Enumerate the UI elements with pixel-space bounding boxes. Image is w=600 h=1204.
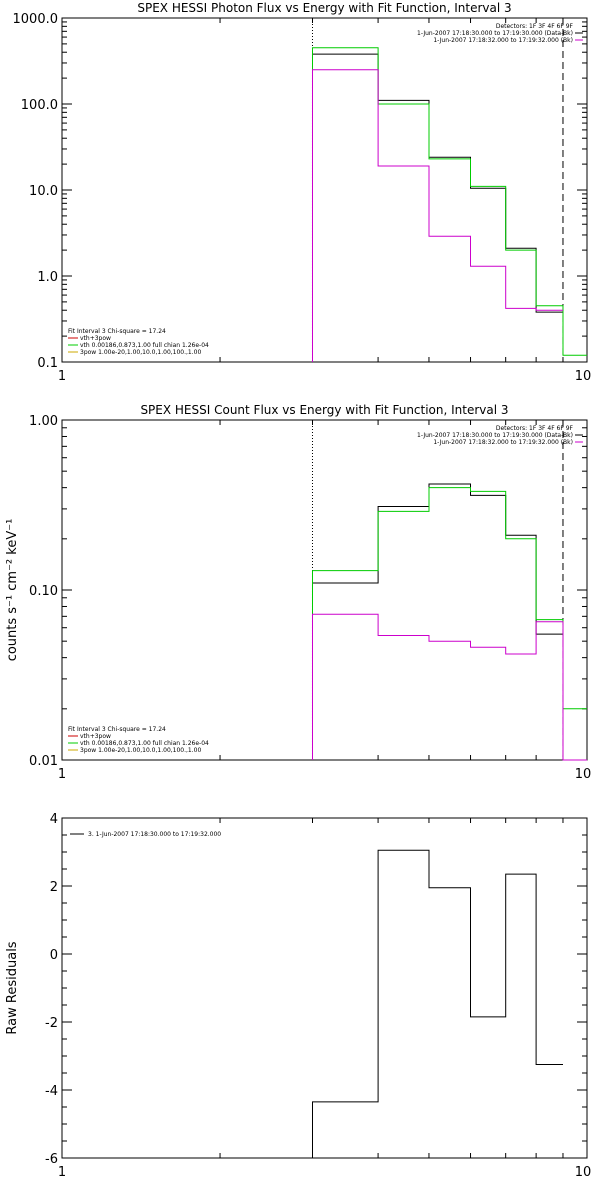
series-1-histogram-1 — [312, 53, 563, 362]
legend-top-entry: Detectors: 1F 3F 4F 6F 9F — [496, 23, 574, 30]
legend-top-entry: 1-Jun-2007 17:18:30.000 to 17:19:30.000 … — [417, 432, 573, 439]
legend-bottom-entry: vth 0.00186,0.873,1.00 full chian 1.26e-… — [80, 740, 209, 747]
y-tick-label-1: 100.0 — [21, 98, 58, 113]
legend-bottom-entry: vth+3pow — [80, 335, 111, 342]
y-tick-label-1: 1000.0 — [13, 12, 59, 27]
y-tick-label-3: -2 — [45, 1016, 58, 1031]
series-1-histogram-2 — [312, 483, 563, 760]
series-2-histogram-1 — [312, 47, 587, 362]
series-1-histogram-3 — [312, 849, 563, 1158]
series-3-histogram-1 — [312, 69, 563, 362]
legend-bottom-entry: vth+3pow — [80, 733, 111, 740]
y-tick-label-3: 0 — [50, 948, 58, 963]
x-tick-label-2: 10 — [575, 767, 592, 782]
x-tick-label-1: 10 — [575, 369, 592, 384]
y-tick-label-1: 0.1 — [37, 356, 58, 371]
legend-inline-entry: 3. 1-Jun-2007 17:18:30.000 to 17:19:32.0… — [88, 831, 221, 838]
series-2-histogram-2 — [312, 487, 587, 760]
y-tick-label-3: -6 — [45, 1152, 58, 1167]
legend-bottom-entry: 3pow 1.00e-20,1.00,10.0,1.00,100.,1.00 — [80, 349, 201, 356]
y-tick-label-3: 4 — [50, 812, 58, 827]
y-axis-label-3: Raw Residuals — [5, 941, 20, 1034]
y-axis-label-2: counts s⁻¹ cm⁻² keV⁻¹ — [5, 519, 20, 662]
plot-frame-3 — [61, 817, 588, 1159]
x-tick-label-3: 1 — [58, 1165, 66, 1180]
legend-bottom-entry: 3pow 1.00e-20,1.00,10.0,1.00,100.,1.00 — [80, 747, 201, 754]
legend-top-entry: 1-Jun-2007 17:18:30.000 to 17:19:30.000 … — [417, 30, 573, 37]
y-tick-label-2: 0.10 — [29, 584, 58, 599]
legend-top-entry: Detectors: 1F 3F 4F 6F 9F — [496, 425, 574, 432]
x-tick-label-3: 10 — [575, 1165, 592, 1180]
chart-title-1: SPEX HESSI Photon Flux vs Energy with Fi… — [137, 1, 511, 15]
chart-title-2: SPEX HESSI Count Flux vs Energy with Fit… — [140, 403, 508, 417]
y-tick-label-1: 10.0 — [29, 184, 58, 199]
plot-frame-2 — [61, 419, 588, 761]
y-tick-label-2: 1.00 — [29, 414, 58, 429]
y-tick-label-2: 0.01 — [29, 754, 58, 769]
x-tick-label-1: 1 — [58, 369, 66, 384]
legend-top-entry: 1-Jun-2007 17:18:32.000 to 17:19:32.000 … — [433, 439, 573, 446]
x-tick-label-2: 1 — [58, 767, 66, 782]
legend-bottom-entry: vth 0.00186,0.873,1.00 full chian 1.26e-… — [80, 342, 209, 349]
y-tick-label-3: -4 — [45, 1084, 58, 1099]
legend-top-entry: 1-Jun-2007 17:18:32.000 to 17:19:32.000 … — [433, 37, 573, 44]
legend-bottom-entry: Fit Interval 3 Chi-square = 17.24 — [68, 328, 166, 335]
series-3-histogram-2 — [312, 613, 587, 761]
y-tick-label-1: 1.0 — [37, 270, 58, 285]
legend-bottom-entry: Fit Interval 3 Chi-square = 17.24 — [68, 726, 166, 733]
y-tick-label-3: 2 — [50, 880, 58, 895]
